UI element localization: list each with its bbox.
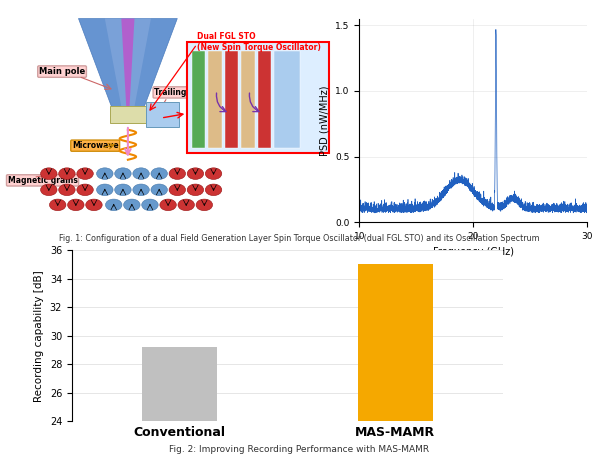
Circle shape bbox=[133, 184, 149, 195]
Text: Main pole: Main pole bbox=[39, 67, 85, 76]
Text: Magnetic grains: Magnetic grains bbox=[8, 176, 77, 185]
Circle shape bbox=[77, 168, 93, 180]
Circle shape bbox=[96, 168, 113, 180]
Bar bbox=[208, 51, 222, 148]
Circle shape bbox=[123, 199, 140, 211]
Circle shape bbox=[151, 184, 168, 195]
Bar bbox=[225, 51, 238, 148]
Bar bbox=[358, 264, 433, 463]
Polygon shape bbox=[78, 19, 177, 106]
Bar bbox=[146, 102, 179, 127]
Circle shape bbox=[96, 184, 113, 195]
X-axis label: Frequency (GHz): Frequency (GHz) bbox=[432, 246, 514, 257]
Circle shape bbox=[169, 168, 186, 180]
Bar bbox=[258, 51, 271, 148]
Circle shape bbox=[59, 168, 75, 180]
Circle shape bbox=[205, 184, 222, 195]
Text: Trailing shield: Trailing shield bbox=[155, 88, 215, 97]
FancyBboxPatch shape bbox=[187, 42, 329, 153]
Circle shape bbox=[133, 168, 149, 180]
Text: Dual FGL STO
(New Spin Torque Oscillator): Dual FGL STO (New Spin Torque Oscillator… bbox=[197, 32, 321, 52]
Circle shape bbox=[105, 199, 122, 211]
Circle shape bbox=[205, 168, 222, 180]
Circle shape bbox=[77, 184, 93, 195]
Circle shape bbox=[196, 199, 213, 211]
Circle shape bbox=[41, 168, 57, 180]
Circle shape bbox=[169, 184, 186, 195]
Circle shape bbox=[59, 184, 75, 195]
Text: Fig. 2: Improving Recording Performance with MAS-MAMR: Fig. 2: Improving Recording Performance … bbox=[170, 445, 429, 454]
Circle shape bbox=[187, 184, 204, 195]
Y-axis label: Recording capability [dB]: Recording capability [dB] bbox=[34, 270, 44, 401]
Y-axis label: PSD (nW/MHz): PSD (nW/MHz) bbox=[320, 85, 329, 156]
Bar bbox=[274, 51, 300, 148]
Bar bbox=[110, 106, 146, 123]
Circle shape bbox=[41, 184, 57, 195]
Circle shape bbox=[187, 168, 204, 180]
Text: Fig. 1: Configuration of a dual Field Generation Layer Spin Torque Oscillator (d: Fig. 1: Configuration of a dual Field Ge… bbox=[59, 234, 540, 243]
Circle shape bbox=[86, 199, 102, 211]
Bar bbox=[241, 51, 255, 148]
Circle shape bbox=[178, 199, 195, 211]
Text: Microwave: Microwave bbox=[72, 141, 119, 150]
Circle shape bbox=[151, 168, 168, 180]
Circle shape bbox=[68, 199, 84, 211]
Bar bbox=[192, 51, 205, 148]
Circle shape bbox=[160, 199, 176, 211]
Circle shape bbox=[115, 184, 131, 195]
Polygon shape bbox=[105, 19, 151, 106]
Circle shape bbox=[115, 168, 131, 180]
Polygon shape bbox=[122, 19, 135, 106]
Circle shape bbox=[142, 199, 158, 211]
Circle shape bbox=[50, 199, 66, 211]
Bar bbox=[142, 347, 217, 463]
